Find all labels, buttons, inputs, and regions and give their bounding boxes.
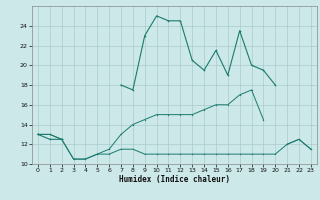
X-axis label: Humidex (Indice chaleur): Humidex (Indice chaleur) — [119, 175, 230, 184]
